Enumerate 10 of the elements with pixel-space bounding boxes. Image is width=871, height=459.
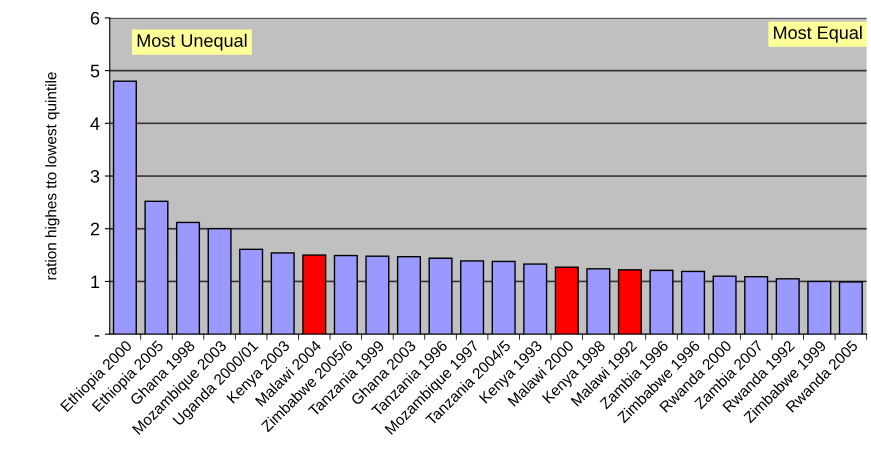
y-tick-label: 2 — [90, 222, 100, 236]
y-tick-label: 5 — [90, 64, 100, 78]
y-tick-label: 3 — [90, 170, 100, 183]
y-tick-label: 6 — [90, 12, 100, 25]
y-tick-label: 1 — [91, 276, 100, 288]
y-axis-title: ration highes tto lowest quintile — [45, 72, 60, 280]
annotation: Most Equal — [774, 26, 862, 43]
annotation: Most Unequal — [138, 34, 246, 51]
y-tick-label: 4 — [90, 117, 100, 130]
y-tick-label: - — [94, 335, 100, 337]
